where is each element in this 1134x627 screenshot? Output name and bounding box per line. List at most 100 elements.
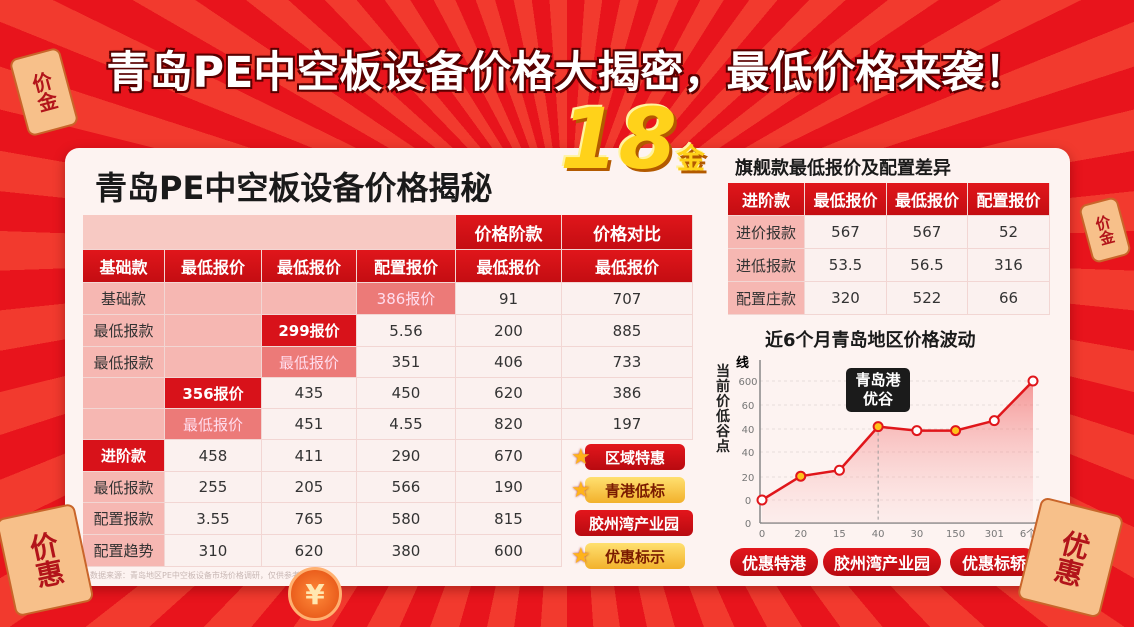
chart-title: 近6个月青岛地区价格波动	[765, 330, 976, 351]
y-tick-label: 0	[745, 519, 751, 530]
table-cell: 620	[262, 535, 357, 567]
table-cell: 最低报款	[83, 472, 165, 503]
table-column-header: 最低报价	[456, 250, 562, 283]
table-cell	[83, 409, 165, 440]
table-cell: 411	[262, 440, 357, 472]
data-point	[1027, 375, 1039, 387]
table-cell: 最低报价	[262, 347, 357, 378]
star-icon: ★	[571, 543, 591, 569]
table-cell: 820	[456, 409, 562, 440]
table-cell: 52	[968, 216, 1050, 249]
y-tick-label: 0	[745, 496, 751, 507]
table-column-header: 最低报价	[562, 250, 693, 283]
data-point	[950, 425, 962, 437]
x-tick-label: 301	[985, 529, 1004, 540]
table-column-header: 最低报价	[262, 250, 357, 283]
page-title: 青岛PE中空板设备价格大揭密，最低价格来袭！	[106, 48, 1028, 98]
table-cell: 356报价	[165, 378, 262, 409]
table-cell: 4.55	[357, 409, 456, 440]
table-cell: 406	[456, 347, 562, 378]
badge-0[interactable]: ★ 区域特惠	[571, 444, 685, 470]
table-cell: 451	[262, 409, 357, 440]
price-tag-decoration: 价金	[1077, 195, 1133, 265]
chart-annotation: 青岛港优谷	[846, 368, 910, 412]
table-cell: 进低报款	[728, 249, 805, 282]
data-point	[795, 470, 807, 482]
data-point	[911, 425, 923, 437]
table-column-header: 进阶款	[728, 183, 805, 216]
y-tick-label: 20	[742, 473, 755, 484]
table-cell: 200	[456, 315, 562, 347]
promo-button-0[interactable]: 优惠特港	[730, 548, 818, 576]
table-cell: 316	[968, 249, 1050, 282]
footnote: 数据来源：青岛地区PE中空板设备市场价格调研，仅供参考	[90, 571, 300, 580]
data-point	[756, 494, 768, 506]
left-table-title: 青岛PE中空板设备价格揭秘	[95, 169, 493, 207]
badge-2[interactable]: 胶州湾产业园	[575, 510, 693, 536]
table-cell: 522	[887, 282, 968, 315]
promo-unit: 金	[676, 142, 705, 175]
table-cell: 91	[456, 283, 562, 315]
table-cell: 733	[562, 347, 693, 378]
x-tick-label: 20	[794, 529, 807, 540]
table-cell: 310	[165, 535, 262, 567]
star-icon: ★	[571, 477, 591, 503]
table-group-header: 价格对比	[562, 215, 693, 250]
table-cell: 320	[805, 282, 887, 315]
table-cell: 255	[165, 472, 262, 503]
data-point	[988, 415, 1000, 427]
table-cell: 386报价	[357, 283, 456, 315]
x-tick-label: 15	[833, 529, 846, 540]
table-cell: 815	[456, 503, 562, 535]
x-tick-label: 40	[872, 529, 885, 540]
table-cell: 386	[562, 378, 693, 409]
y-tick-label: 600	[738, 377, 757, 388]
table-cell: 197	[562, 409, 693, 440]
table-column-header: 最低报价	[805, 183, 887, 216]
table-column-header: 配置报价	[968, 183, 1050, 216]
promo-button-1[interactable]: 胶州湾产业园	[823, 548, 941, 576]
area-fill	[762, 381, 1033, 523]
table-cell	[165, 283, 262, 315]
table-cell: 567	[805, 216, 887, 249]
table-column-header: 配置报价	[357, 250, 456, 283]
table-cell: 765	[262, 503, 357, 535]
table-cell: 380	[357, 535, 456, 567]
table-cell: 670	[456, 440, 562, 472]
table-cell: 最低报款	[83, 315, 165, 347]
star-icon: ★	[571, 444, 591, 470]
table-cell: 580	[357, 503, 456, 535]
table-cell: 299报价	[262, 315, 357, 347]
data-point	[833, 464, 845, 476]
badge-3[interactable]: ★ 优惠标示	[571, 543, 685, 569]
promo-number-value: 18	[560, 90, 677, 188]
table-cell: 600	[456, 535, 562, 567]
table-column-header: 最低报价	[887, 183, 968, 216]
table-cell	[262, 283, 357, 315]
table-cell: 205	[262, 472, 357, 503]
table-cell: 基础款	[83, 283, 165, 315]
badge-label: 优惠标示	[604, 547, 665, 566]
series-line	[761, 380, 1034, 502]
x-tick-label: 0	[759, 529, 765, 540]
table-cell: 450	[357, 378, 456, 409]
data-point	[872, 421, 884, 433]
y-axis-label: 当前价低谷点	[716, 364, 730, 455]
table-cell: 351	[357, 347, 456, 378]
table-cell: 配置庄款	[728, 282, 805, 315]
badge-label: 胶州湾产业园	[588, 514, 679, 533]
table-cell: 5.56	[357, 315, 456, 347]
table-cell	[165, 347, 262, 378]
table-cell: 56.5	[887, 249, 968, 282]
table-cell: 进阶款	[83, 440, 165, 472]
badge-label: 青港低标	[604, 481, 665, 500]
table-cell: 53.5	[805, 249, 887, 282]
coin-icon: ¥	[288, 567, 342, 621]
y-axis-top-label: 线	[736, 356, 750, 371]
table-cell: 707	[562, 283, 693, 315]
table-cell: 66	[968, 282, 1050, 315]
table-cell: 3.55	[165, 503, 262, 535]
x-tick-label: 30	[910, 529, 923, 540]
badge-1[interactable]: ★ 青港低标	[571, 477, 685, 503]
y-tick-label: 60	[742, 401, 755, 412]
